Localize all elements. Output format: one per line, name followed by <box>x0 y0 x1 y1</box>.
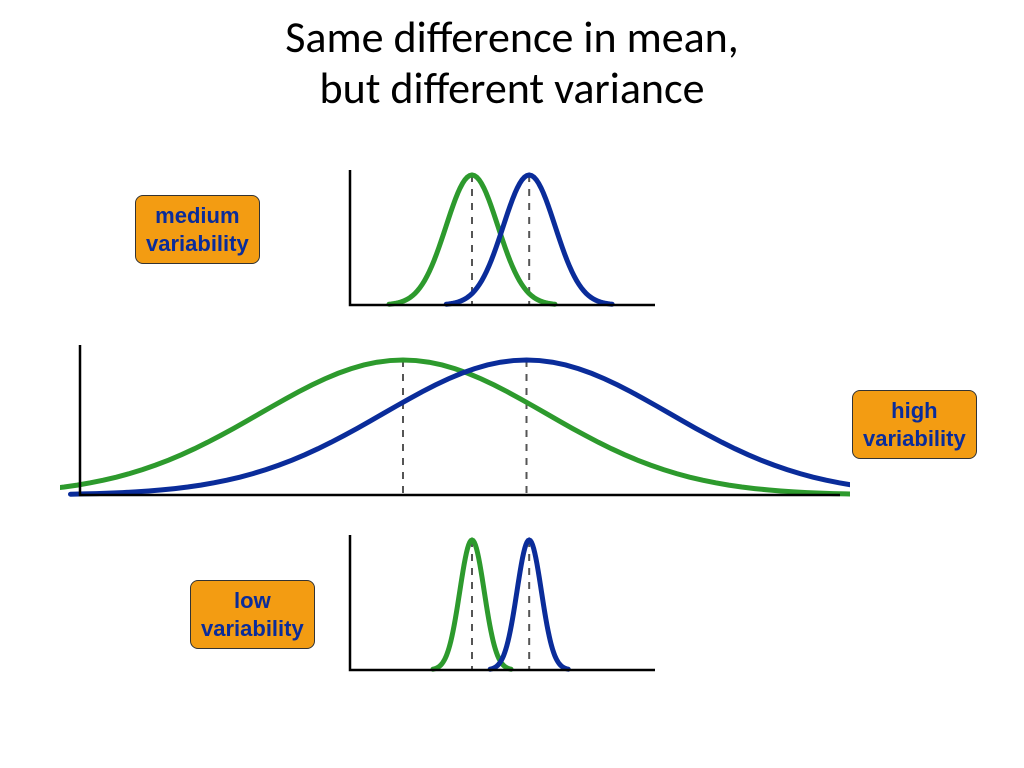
label-low-line-1: low <box>201 587 304 615</box>
low-axes <box>350 535 655 670</box>
panel-high <box>60 340 850 505</box>
high-axes <box>80 345 840 495</box>
label-low-line-2: variability <box>201 615 304 643</box>
label-high: highvariability <box>852 390 977 459</box>
label-high-line-2: variability <box>863 425 966 453</box>
label-high-line-1: high <box>863 397 966 425</box>
label-medium-line-2: variability <box>146 230 249 258</box>
label-medium: mediumvariability <box>135 195 260 264</box>
page-title: Same difference in mean, but different v… <box>0 0 1024 113</box>
label-low: lowvariability <box>190 580 315 649</box>
title-line-2: but different variance <box>0 63 1024 114</box>
label-medium-line-1: medium <box>146 202 249 230</box>
high-blue-curve <box>71 360 851 494</box>
panel-low <box>310 530 670 680</box>
panel-medium <box>310 165 670 315</box>
high-green-curve <box>60 360 850 494</box>
title-line-1: Same difference in mean, <box>0 12 1024 63</box>
